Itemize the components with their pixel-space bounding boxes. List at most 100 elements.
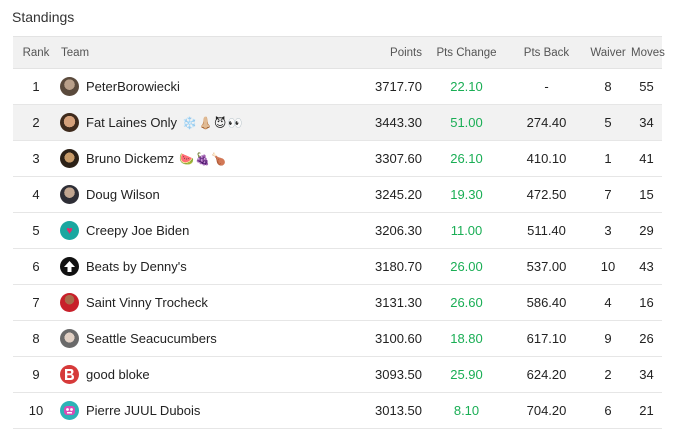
moves-cell: 34 (631, 356, 662, 393)
col-header-team[interactable]: Team (59, 36, 316, 69)
pts-change-cell: 26.60 (425, 284, 508, 321)
pts-change-cell: 19.30 (425, 176, 508, 213)
col-header-rank[interactable]: Rank (13, 36, 59, 69)
letter-avatar-icon[interactable] (60, 365, 79, 384)
team-name-link[interactable]: Creepy Joe Biden (86, 223, 190, 238)
waiver-cell: 1 (585, 140, 631, 177)
rank-cell: 7 (13, 284, 59, 321)
waiver-cell: 7 (585, 176, 631, 213)
team-cell: PeterBorowiecki (59, 68, 316, 105)
moves-cell: 43 (631, 248, 662, 285)
moves-cell: 55 (631, 68, 662, 105)
points-cell: 3180.70 (316, 248, 425, 285)
waiver-cell: 4 (585, 284, 631, 321)
photo-avatar-icon[interactable] (60, 329, 79, 348)
moves-cell: 15 (631, 176, 662, 213)
pts-change-cell: 8.10 (425, 392, 508, 429)
photo-avatar-icon[interactable] (60, 185, 79, 204)
team-name-link[interactable]: Fat Laines Only (86, 115, 178, 130)
standings-table: Rank Team Points Pts Change Pts Back Wai… (13, 36, 665, 429)
pts-change-cell: 11.00 (425, 212, 508, 249)
waiver-cell: 10 (585, 248, 631, 285)
points-cell: 3717.70 (316, 68, 425, 105)
rank-cell: 10 (13, 392, 59, 429)
pts-change-cell: 22.10 (425, 68, 508, 105)
team-cell: Bruno Dickemz 🍉🍇🍗 (59, 140, 316, 177)
rank-cell: 6 (13, 248, 59, 285)
rank-cell: 5 (13, 212, 59, 249)
moves-cell: 26 (631, 320, 662, 357)
team-name-link[interactable]: Beats by Denny's (86, 259, 187, 274)
table-row: 9 good bloke 3093.50 25.90 624.20 2 34 (13, 356, 662, 393)
waiver-cell: 5 (585, 104, 631, 141)
team-name-link[interactable]: PeterBorowiecki (86, 79, 180, 94)
rank-cell: 4 (13, 176, 59, 213)
pts-change-cell: 26.10 (425, 140, 508, 177)
pts-back-cell: 586.40 (508, 284, 585, 321)
pts-back-cell: 704.20 (508, 392, 585, 429)
rank-cell: 3 (13, 140, 59, 177)
pts-back-cell: 472.50 (508, 176, 585, 213)
team-cell: Beats by Denny's (59, 248, 316, 285)
waiver-cell: 3 (585, 212, 631, 249)
moves-cell: 34 (631, 104, 662, 141)
page-title: Standings (12, 9, 75, 25)
photo-avatar-icon[interactable] (60, 77, 79, 96)
pts-change-cell: 26.00 (425, 248, 508, 285)
points-cell: 3245.20 (316, 176, 425, 213)
waiver-cell: 6 (585, 392, 631, 429)
team-cell: good bloke (59, 356, 316, 393)
arrow-up-avatar-icon[interactable] (60, 257, 79, 276)
col-header-moves[interactable]: Moves (631, 36, 665, 69)
points-cell: 3093.50 (316, 356, 425, 393)
table-row: 3 Bruno Dickemz 🍉🍇🍗 3307.60 26.10 410.10… (13, 140, 662, 177)
team-emoji: ❄️👃🏼😈👀 (182, 115, 244, 130)
points-cell: 3206.30 (316, 212, 425, 249)
table-row: 7 Saint Vinny Trocheck 3131.30 26.60 586… (13, 284, 662, 321)
moves-cell: 29 (631, 212, 662, 249)
points-cell: 3131.30 (316, 284, 425, 321)
photo-avatar-icon[interactable] (60, 293, 79, 312)
team-emoji: 🍉🍇🍗 (179, 151, 227, 166)
rank-cell: 1 (13, 68, 59, 105)
team-name-link[interactable]: Pierre JUUL Dubois (86, 403, 201, 418)
points-cell: 3443.30 (316, 104, 425, 141)
col-header-pts-change[interactable]: Pts Change (425, 36, 508, 69)
col-header-waiver[interactable]: Waiver (585, 36, 631, 69)
team-cell: Fat Laines Only ❄️👃🏼😈👀 (59, 104, 316, 141)
pts-change-cell: 18.80 (425, 320, 508, 357)
monster-avatar-icon[interactable] (60, 401, 79, 420)
points-cell: 3100.60 (316, 320, 425, 357)
pts-back-cell: 274.40 (508, 104, 585, 141)
rank-cell: 8 (13, 320, 59, 357)
col-header-pts-back[interactable]: Pts Back (508, 36, 585, 69)
table-row: 6 Beats by Denny's 3180.70 26.00 537.00 … (13, 248, 662, 285)
moves-cell: 16 (631, 284, 662, 321)
team-cell: Saint Vinny Trocheck (59, 284, 316, 321)
pts-back-cell: 624.20 (508, 356, 585, 393)
table-row: 1 PeterBorowiecki 3717.70 22.10 - 8 55 (13, 68, 662, 105)
table-header-row: Rank Team Points Pts Change Pts Back Wai… (13, 36, 665, 69)
rank-cell: 9 (13, 356, 59, 393)
pts-back-cell: - (508, 68, 585, 105)
photo-avatar-icon[interactable] (60, 149, 79, 168)
heart-avatar-icon[interactable]: ♥ (60, 221, 79, 240)
team-cell: Doug Wilson (59, 176, 316, 213)
team-name-link[interactable]: Bruno Dickemz (86, 151, 175, 166)
points-cell: 3307.60 (316, 140, 425, 177)
team-cell: ♥ Creepy Joe Biden (59, 212, 316, 249)
pts-back-cell: 537.00 (508, 248, 585, 285)
moves-cell: 21 (631, 392, 662, 429)
table-row: 2 Fat Laines Only ❄️👃🏼😈👀 3443.30 51.00 2… (13, 104, 662, 141)
team-name-link[interactable]: good bloke (86, 367, 150, 382)
pts-back-cell: 617.10 (508, 320, 585, 357)
col-header-points[interactable]: Points (316, 36, 425, 69)
team-cell: Pierre JUUL Dubois (59, 392, 316, 429)
team-name-link[interactable]: Saint Vinny Trocheck (86, 295, 208, 310)
team-name-link[interactable]: Seattle Seacucumbers (86, 331, 217, 346)
team-name-link[interactable]: Doug Wilson (86, 187, 160, 202)
rank-cell: 2 (13, 104, 59, 141)
waiver-cell: 2 (585, 356, 631, 393)
table-row: 5 ♥ Creepy Joe Biden 3206.30 11.00 511.4… (13, 212, 662, 249)
photo-avatar-icon[interactable] (60, 113, 79, 132)
